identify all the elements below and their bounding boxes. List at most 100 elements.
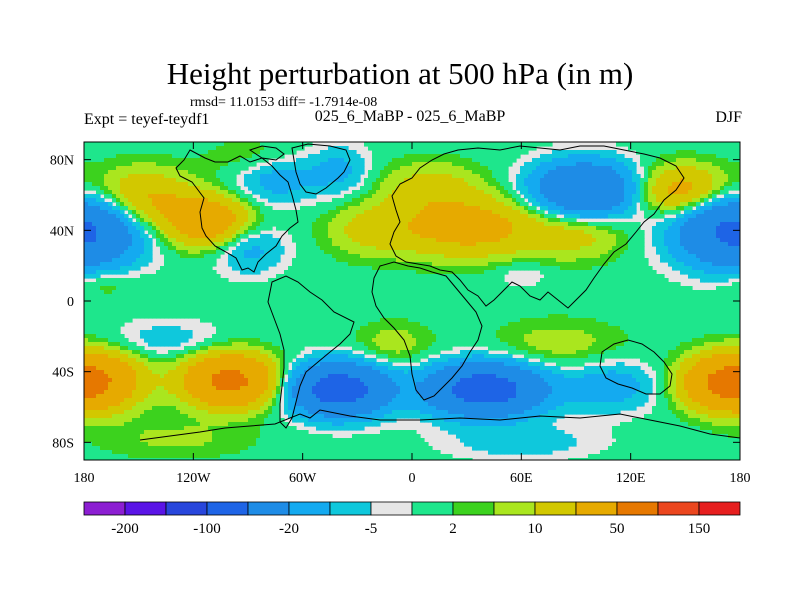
field-cell — [380, 262, 385, 267]
field-cell — [656, 222, 661, 227]
field-cell — [392, 178, 397, 183]
field-cell — [252, 178, 257, 183]
field-cell — [584, 182, 589, 187]
field-cell — [192, 254, 197, 259]
field-cell — [504, 230, 509, 235]
field-cell — [624, 194, 629, 199]
field-cell — [240, 246, 245, 251]
field-cell — [352, 230, 357, 235]
field-cell — [564, 174, 569, 179]
field-cell — [412, 150, 417, 155]
field-cell — [488, 238, 493, 243]
field-cell — [688, 258, 693, 263]
field-cell — [516, 182, 521, 187]
field-cell — [192, 270, 197, 275]
field-cell — [548, 230, 553, 235]
field-cell — [368, 222, 373, 227]
field-cell — [444, 154, 449, 159]
field-cell — [400, 162, 405, 167]
field-cell — [568, 222, 573, 227]
field-cell — [468, 142, 473, 147]
field-cell — [556, 218, 561, 223]
field-cell — [724, 218, 729, 223]
field-cell — [192, 142, 197, 147]
field-cell — [212, 214, 217, 219]
field-cell — [656, 186, 661, 191]
field-cell — [660, 238, 665, 243]
field-cell — [628, 194, 633, 199]
field-cell — [184, 214, 189, 219]
field-cell — [732, 154, 737, 159]
field-cell — [112, 150, 117, 155]
field-cell — [692, 162, 697, 167]
field-cell — [456, 182, 461, 187]
field-cell — [684, 178, 689, 183]
field-cell — [604, 206, 609, 211]
field-cell — [184, 262, 189, 267]
field-cell — [664, 246, 669, 251]
field-cell — [336, 238, 341, 243]
field-cell — [732, 218, 737, 223]
field-cell — [136, 250, 141, 255]
field-cell — [204, 246, 209, 251]
field-cell — [380, 170, 385, 175]
field-cell — [660, 242, 665, 247]
field-cell — [288, 194, 293, 199]
field-cell — [492, 150, 497, 155]
field-cell — [92, 274, 97, 279]
field-cell — [184, 146, 189, 151]
field-cell — [320, 266, 325, 271]
field-cell — [692, 218, 697, 223]
field-cell — [676, 194, 681, 199]
field-cell — [684, 258, 689, 263]
field-cell — [580, 266, 585, 271]
field-cell — [168, 174, 173, 179]
field-cell — [596, 222, 601, 227]
field-cell — [428, 262, 433, 267]
field-cell — [692, 190, 697, 195]
field-cell — [680, 190, 685, 195]
field-cell — [92, 234, 97, 239]
field-cell — [108, 202, 113, 207]
field-cell — [116, 186, 121, 191]
field-cell — [572, 182, 577, 187]
field-cell — [416, 234, 421, 239]
field-cell — [324, 178, 329, 183]
field-cell — [580, 150, 585, 155]
field-cell — [360, 202, 365, 207]
field-cell — [708, 202, 713, 207]
field-cell — [260, 158, 265, 163]
field-cell — [476, 166, 481, 171]
field-cell — [684, 222, 689, 227]
field-cell — [184, 142, 189, 147]
field-cell — [712, 178, 717, 183]
field-cell — [368, 186, 373, 191]
field-cell — [472, 190, 477, 195]
field-cell — [532, 242, 537, 247]
field-cell — [324, 154, 329, 159]
field-cell — [348, 150, 353, 155]
field-cell — [720, 210, 725, 215]
field-cell — [296, 258, 301, 263]
field-cell — [432, 154, 437, 159]
field-cell — [124, 250, 129, 255]
field-cell — [132, 146, 137, 151]
field-cell — [684, 246, 689, 251]
field-cell — [716, 142, 721, 147]
field-cell — [716, 242, 721, 247]
field-cell — [612, 162, 617, 167]
field-cell — [112, 154, 117, 159]
field-cell — [216, 166, 221, 171]
field-cell — [420, 270, 425, 275]
field-cell — [136, 142, 141, 147]
field-cell — [308, 238, 313, 243]
field-cell — [532, 202, 537, 207]
field-cell — [640, 154, 645, 159]
field-cell — [340, 250, 345, 255]
field-cell — [564, 258, 569, 263]
field-cell — [308, 210, 313, 215]
field-cell — [580, 254, 585, 259]
field-cell — [444, 266, 449, 271]
field-cell — [412, 158, 417, 163]
field-cell — [488, 202, 493, 207]
